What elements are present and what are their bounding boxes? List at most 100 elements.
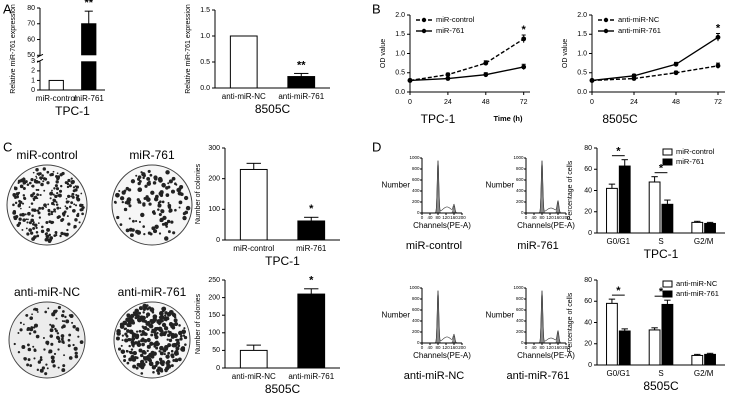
- colony: [171, 176, 176, 181]
- colony: [156, 319, 162, 324]
- colony: [179, 185, 184, 190]
- legend-swatch: [662, 280, 673, 288]
- x-tick-label: 120: [442, 215, 450, 220]
- bar: [691, 221, 704, 234]
- x-tick-label: miR-761: [296, 244, 327, 253]
- colony: [137, 177, 141, 181]
- colony: [167, 351, 171, 355]
- colony: [163, 352, 166, 356]
- legend-swatch: [662, 148, 673, 156]
- colony: [29, 316, 34, 320]
- colony: [68, 356, 73, 360]
- y-tick-label: 100: [208, 206, 220, 213]
- marker: [483, 60, 489, 66]
- colony: [36, 234, 40, 238]
- colony: [149, 318, 154, 323]
- panel-label: D: [372, 139, 381, 154]
- colony: [75, 193, 78, 196]
- colony: [128, 217, 131, 220]
- colony: [159, 314, 165, 320]
- bar: [239, 168, 268, 241]
- colony: [39, 176, 43, 180]
- colony: [121, 190, 126, 195]
- plot-label: miR-control: [406, 240, 462, 252]
- colony: [174, 334, 177, 338]
- significance-mark: *: [716, 22, 721, 34]
- panel-label: B: [372, 1, 381, 16]
- colony: [162, 215, 167, 221]
- bar: [691, 354, 704, 366]
- colony: [138, 179, 142, 183]
- y-tick-label: 100: [208, 330, 220, 337]
- colony: [32, 192, 36, 195]
- colony: [43, 348, 46, 351]
- colony: [148, 180, 151, 183]
- colony: [27, 347, 32, 352]
- y-axis-title: Relative miR-761 expression: [10, 4, 17, 94]
- colony: [18, 217, 22, 221]
- colony: [35, 175, 37, 178]
- marker: [407, 78, 413, 83]
- colony: [146, 304, 149, 307]
- colony: [44, 204, 47, 207]
- colony: [47, 208, 51, 212]
- colony: [165, 186, 169, 190]
- x-tick-label: 72: [520, 99, 528, 106]
- colony: [128, 204, 132, 208]
- colony: [56, 172, 59, 175]
- y-tick-label: 40: [584, 187, 592, 194]
- colony: [181, 347, 186, 352]
- colony: [157, 371, 161, 375]
- colony: [37, 211, 41, 215]
- colony: [152, 211, 156, 215]
- colony: [158, 350, 161, 353]
- colony: [53, 352, 57, 356]
- colony: [136, 341, 141, 346]
- colony: [74, 218, 78, 222]
- colony: [26, 328, 29, 331]
- legend-marker: [421, 28, 427, 34]
- colony: [38, 206, 42, 210]
- x-tick-label: 200: [562, 345, 570, 350]
- colony: [166, 219, 171, 224]
- x-tick-label: 24: [630, 99, 638, 106]
- colony: [41, 225, 44, 229]
- y-tick-label: 1.0: [395, 50, 405, 57]
- colony: [76, 197, 81, 202]
- colony: [18, 199, 21, 203]
- colony: [35, 177, 38, 179]
- colony: [135, 330, 139, 333]
- y-tick-label: 600: [516, 177, 524, 182]
- y-axis-title: Number of colonies: [195, 293, 202, 354]
- colony: [49, 173, 53, 177]
- colony: [177, 344, 181, 348]
- colony: [32, 223, 35, 226]
- y-tick-label: 1000: [409, 155, 420, 160]
- colony: [28, 181, 32, 185]
- colony: [164, 368, 167, 371]
- colony: [32, 171, 35, 174]
- colony: [36, 197, 39, 200]
- y-axis-title: Relative miR-761 expression: [185, 4, 192, 94]
- colony: [135, 174, 138, 177]
- colony: [155, 346, 159, 350]
- colony: [172, 231, 176, 235]
- colony: [70, 177, 73, 180]
- colony: [37, 222, 40, 225]
- colony: [137, 311, 142, 315]
- colony: [174, 358, 179, 363]
- colony: [62, 364, 66, 368]
- y-tick-label: 20: [584, 209, 592, 216]
- colony: [81, 206, 85, 210]
- colony: [66, 181, 69, 184]
- colony: [117, 347, 122, 351]
- x-tick-label: 0: [421, 345, 424, 350]
- colony: [49, 334, 53, 338]
- x-tick-label: 40: [427, 345, 433, 350]
- x-tick-label: 80: [539, 345, 545, 350]
- colony: [148, 361, 154, 367]
- colony: [12, 203, 15, 207]
- colony: [31, 218, 35, 222]
- y-tick-label: 80: [584, 277, 592, 284]
- colony: [65, 206, 69, 210]
